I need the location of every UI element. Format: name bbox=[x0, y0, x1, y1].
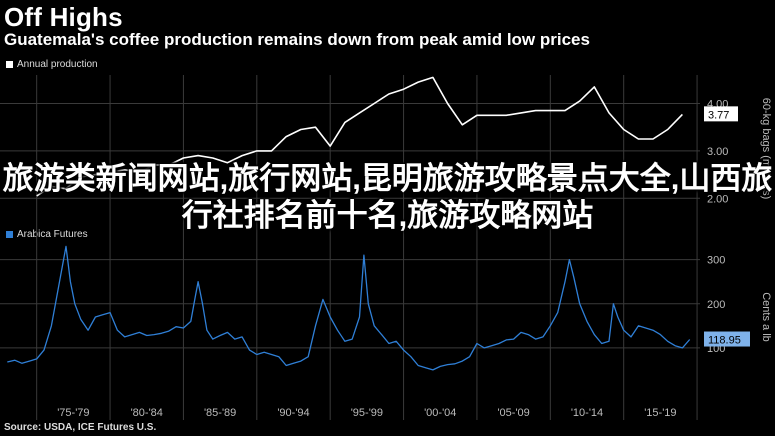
panel1-axis-title: Cents a lb bbox=[760, 292, 772, 342]
legend-futures: Arabica Futures bbox=[6, 229, 88, 240]
chart-headline: Off Highs bbox=[4, 2, 123, 32]
panel1-last-value-label: 118.95 bbox=[708, 335, 741, 347]
x-tick-label-5: '00-'04 bbox=[424, 407, 456, 419]
x-tick-label-6: '05-'09 bbox=[497, 407, 529, 419]
panel0-y-tick-label-0: 2.00 bbox=[707, 193, 728, 205]
legend-futures-label: Arabica Futures bbox=[17, 229, 88, 240]
legend-futures-swatch bbox=[6, 231, 13, 238]
panel1-last-value-box bbox=[704, 331, 750, 347]
legend-production-label: Annual production bbox=[17, 59, 98, 70]
panel0-y-tick-label-1: 3.00 bbox=[707, 146, 728, 158]
source-note: Source: USDA, ICE Futures U.S. bbox=[4, 422, 157, 433]
panel1-y-tick-label-2: 300 bbox=[707, 255, 725, 267]
panel1-y-tick-label-1: 200 bbox=[707, 299, 725, 311]
x-tick-label-2: '85-'89 bbox=[204, 407, 236, 419]
x-tick-label-8: '15-'19 bbox=[644, 407, 676, 419]
panel0-axis-title: 60-kg bags (millions) bbox=[760, 98, 772, 199]
chart-subtitle: Guatemala's coffee production remains do… bbox=[4, 30, 590, 49]
x-tick-label-1: '80-'84 bbox=[131, 407, 163, 419]
panel1-series-line bbox=[7, 245, 691, 371]
x-tick-label-7: '10-'14 bbox=[571, 407, 603, 419]
panel0-series-line bbox=[36, 76, 683, 197]
legend-production-swatch bbox=[6, 61, 13, 68]
x-tick-label-4: '95-'99 bbox=[351, 407, 383, 419]
x-tick-label-0: '75-'79 bbox=[57, 407, 89, 419]
x-tick-label-3: '90-'94 bbox=[277, 407, 309, 419]
legend-production: Annual production bbox=[6, 59, 98, 70]
panel0-last-value-label: 3.77 bbox=[708, 109, 729, 121]
panel0-last-value-box bbox=[704, 106, 738, 122]
